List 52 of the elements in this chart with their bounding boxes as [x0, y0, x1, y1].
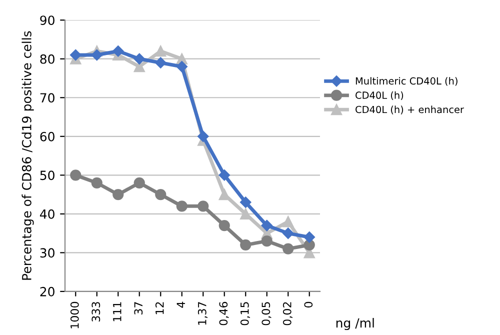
point [218, 188, 230, 200]
point [112, 46, 124, 57]
point [134, 53, 145, 64]
point [112, 188, 124, 200]
point [282, 243, 294, 254]
x-tick-label: 37 [134, 302, 143, 314]
point [261, 220, 272, 232]
point [155, 188, 166, 200]
point [261, 236, 272, 247]
x-tick-label: 1,37 [198, 302, 208, 325]
point [304, 232, 315, 243]
point [70, 170, 82, 181]
point [155, 57, 166, 68]
y-tick-label: 50 [40, 170, 54, 180]
point [282, 228, 294, 239]
x-tick-label: 0,02 [282, 302, 292, 326]
x-tick-label: 0,15 [240, 302, 250, 326]
point [218, 220, 230, 232]
legend-label: CD40L (h) + enhancer [356, 106, 464, 114]
y-tick-label: 70 [40, 93, 54, 103]
x-tick-label: 0,05 [262, 302, 272, 326]
point [134, 177, 145, 188]
x-tick-label: 1000 [70, 302, 79, 328]
point [198, 200, 209, 212]
point [240, 196, 252, 208]
point [176, 200, 188, 212]
point [155, 46, 166, 57]
y-tick-label: 20 [40, 286, 54, 296]
legend-label: CD40L (h) [356, 91, 404, 100]
legend-label: Multimeric CD40L (h) [356, 77, 458, 86]
x-tick-label: 0,46 [219, 302, 229, 326]
y-tick-label: 60 [40, 132, 54, 142]
point [218, 170, 230, 181]
point [176, 61, 188, 72]
x-tick-label: 0 [304, 302, 313, 308]
point [91, 177, 102, 188]
point [70, 49, 82, 61]
point [240, 239, 252, 250]
y-axis-title: Percentage of CD86 /Cd19 positive cells [22, 31, 34, 280]
point [91, 49, 102, 61]
point [198, 130, 209, 142]
x-axis-title: ng /ml [336, 318, 374, 330]
y-tick-label: 40 [40, 209, 54, 219]
x-tick-label: 4 [176, 302, 185, 308]
y-tick-label: 30 [40, 248, 54, 258]
y-tick-label: 80 [40, 54, 54, 64]
point [304, 239, 315, 250]
y-tick-label: 90 [40, 16, 54, 26]
x-tick-label: 111 [113, 302, 122, 322]
x-tick-label: 333 [92, 302, 100, 322]
x-tick-label: 12 [155, 302, 164, 314]
point [282, 216, 294, 228]
